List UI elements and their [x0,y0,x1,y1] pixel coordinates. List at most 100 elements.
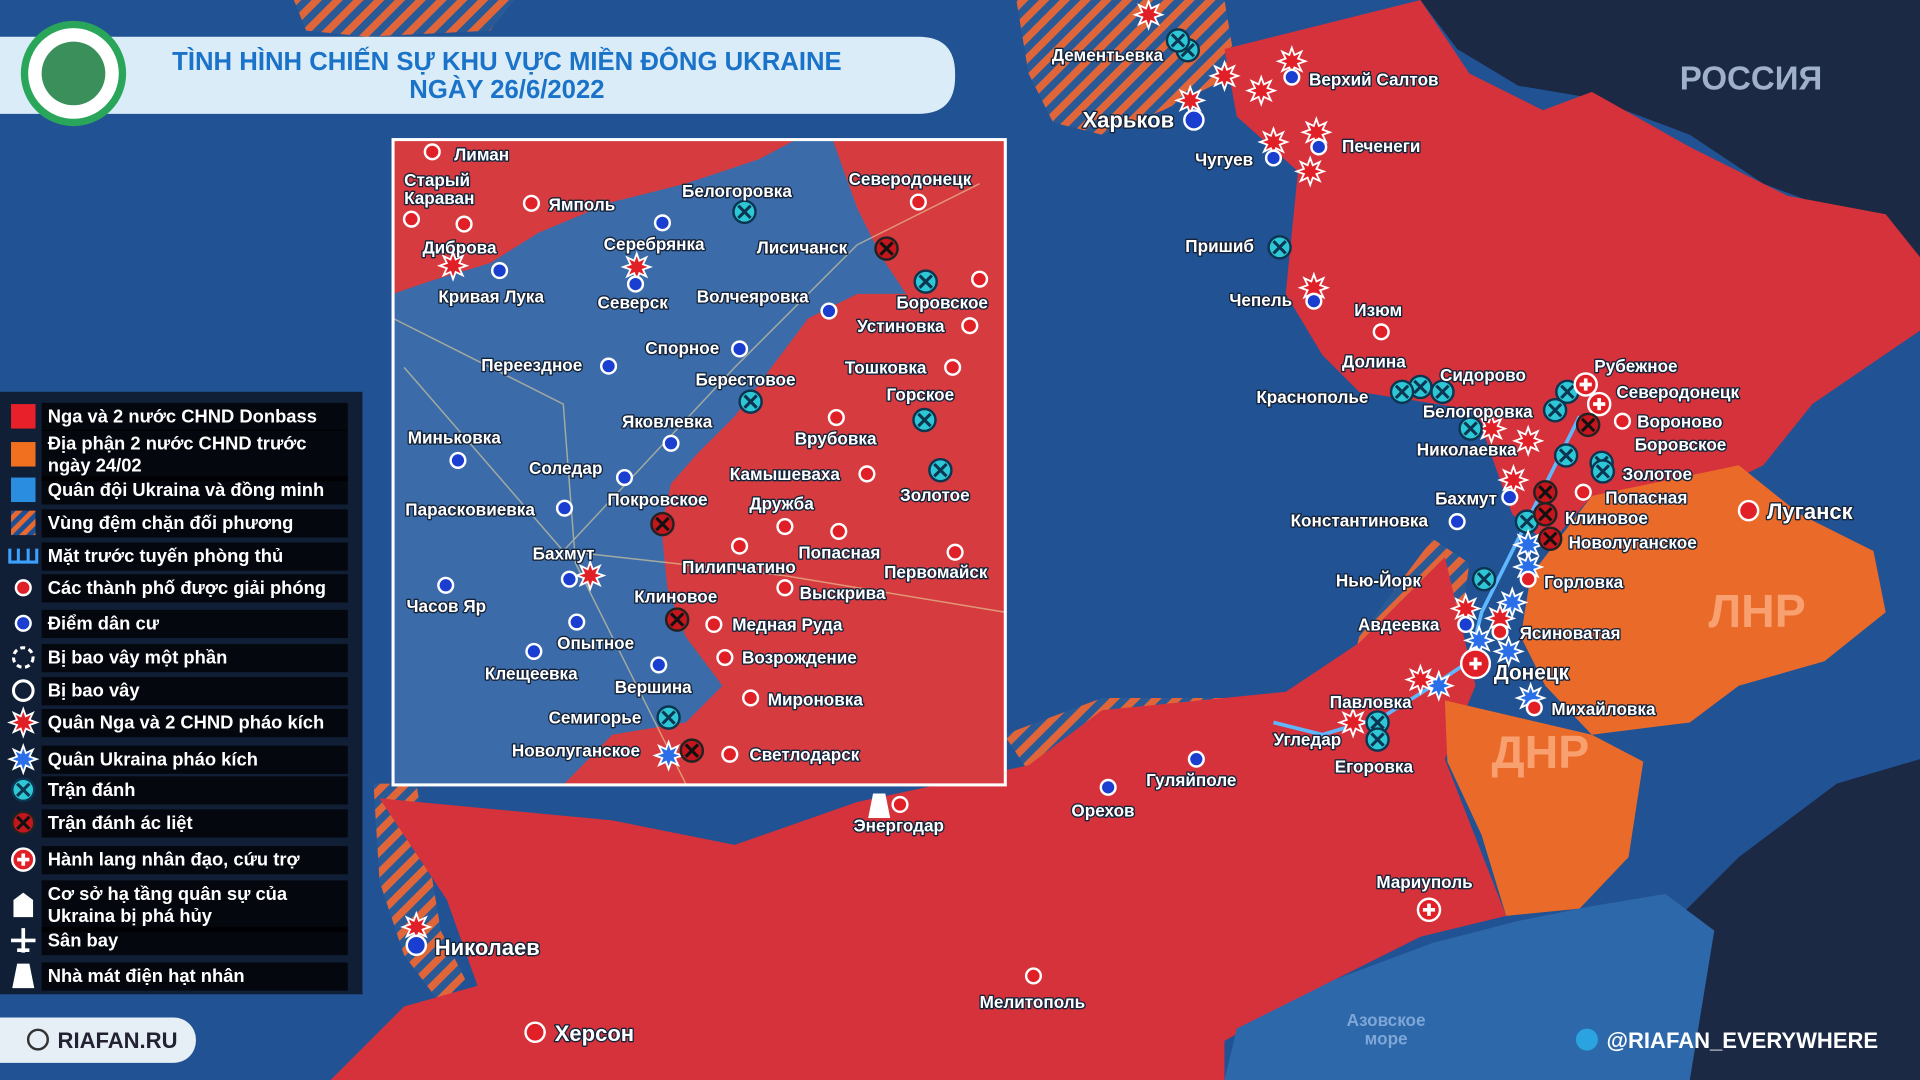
inset-place-label: Бахмут [533,544,595,564]
legend-label: Bị bao vây [48,680,141,701]
settlement-marker [1183,109,1205,131]
liberated-marker [1491,623,1509,641]
legend-label-line: Trận đánh [48,779,136,800]
map-place-label: Константиновка [1291,511,1429,531]
map-place-label: Клиновое [1565,508,1648,528]
legend-label-line: ngày 24/02 [48,454,142,475]
inset-place-label: Берестовое [696,370,796,390]
battle-cross [655,516,670,532]
legend-label-line: Các thành phố được giải phóng [48,577,326,598]
inset-place-label: Клиновое [634,586,717,606]
settlement-marker [568,613,586,631]
map-place-label: Мелитополь [980,992,1086,1012]
battle-cross [1435,384,1450,400]
encircled-marker [11,679,35,702]
map-place-label: Новолуганское [1569,533,1697,553]
legend-row-background [41,926,348,956]
map-place-label: Дементьевка [1052,45,1164,65]
inset-place-label: Светлодарск [749,744,859,764]
liberated-marker [909,193,927,211]
battle-cross [1463,421,1478,436]
inset-place-label: Яковлевка [622,411,713,431]
settlement-marker [1448,513,1466,531]
settlement-marker [626,275,645,293]
legend-row-background [41,677,348,706]
airport-icon [11,928,36,953]
map-place-label: Попасная [1605,487,1687,507]
buffer-zone [293,0,515,37]
legend-label-line: Mặt trước tuyến phòng thủ [48,545,283,566]
map-place-label: Рубежное [1594,356,1677,376]
header-banner [0,36,956,114]
liberated-marker [455,215,473,233]
liberated-marker [1519,570,1537,588]
partial-encircled-marker [11,646,35,669]
liberated-marker [858,465,876,483]
map-place-label: Харьков [1082,107,1174,132]
battle-cross [1558,448,1574,463]
legend-label: Quân Ukraina pháo kích [48,748,258,769]
inset-place-label: Новолуганское [512,741,640,761]
map-place-label: Нью-Йорк [1336,571,1421,591]
legend-label-line: Quân Nga và 2 CHND pháo kích [48,712,324,733]
inset-place-label: Камышеваха [730,464,841,484]
inset-border [391,138,1007,787]
settlement-marker [1457,615,1475,634]
sea-label: Азовское [1347,1010,1426,1030]
color-swatch [11,442,36,467]
liberated-marker [961,317,979,335]
inset-place-label-line: Караван [404,188,474,208]
liberated-marker [971,270,989,288]
map-place-label: Павловка [1330,692,1412,712]
legend-row-background [41,745,348,774]
map-place-label: Михайловка [1551,699,1656,719]
legend-row-background [41,609,348,638]
humanitarian-cross [1593,397,1606,411]
settlement-marker [653,214,672,232]
humanitarian-cross [17,853,30,866]
legend-label-line: Hành lang nhân đạo, cứu trợ [48,849,301,870]
settlement-marker [1187,750,1205,768]
legend-row-background [41,776,348,805]
map-place-label: Херсон [555,1021,634,1046]
legend-label: Vùng đệm chặn đối phương [48,512,294,533]
legend-label-line: Vùng đệm chặn đối phương [48,512,294,533]
places: Лиман Старый Караван Ямполь Диброва Кривая Лу… [400,0,1855,1048]
map-place-label: Бахмут [1435,488,1497,508]
settlement-marker [1283,68,1301,86]
liberated-marker [1574,483,1592,501]
inset-place-label: Северодонецк [849,169,972,189]
shelling-marker [1132,0,1165,31]
legend-label-line: Nhà mát điện hạt nhân [48,965,245,986]
settlement-marker [731,340,749,358]
battle-cross [16,815,31,831]
settlement-marker [1264,149,1283,167]
legend-label-line: Nga và 2 nước CHND Donbass [48,405,317,426]
inset-place-label: Часов Яр [407,596,487,616]
map-place-label: Егоровка [1335,757,1414,777]
liberated-marker [524,1021,546,1044]
legend: Nga và 2 nước CHND Donbass Địa phận 2 nướ… [0,391,363,995]
liberated-marker [731,537,749,555]
map-place-label: Угледар [1273,730,1341,750]
inset-place-label: Выскрива [800,583,886,603]
liberated-marker [402,210,420,228]
shelling-marker [1511,424,1545,458]
legend-label: Quân Nga và 2 CHND pháo kích [48,712,324,733]
liberated-marker [1737,499,1760,522]
map-place-label: Чугуев [1195,149,1253,169]
shelling-marker [1208,59,1241,93]
battle-cross [1560,384,1575,400]
nuclear-plant-icon [868,793,891,818]
legend-row-background [41,708,348,738]
settlement-marker [525,642,543,660]
map-place-label: Авдеевка [1358,615,1440,635]
battle-cross [1542,531,1558,546]
map-place-label: Мариуполь [1376,872,1472,892]
legend-row-background [41,509,348,538]
inset-place-label: Лиман [454,144,509,164]
ukraine-shelling-marker [652,739,685,772]
liberated-marker [522,194,540,212]
map-place-label: Золотое [1622,464,1692,484]
